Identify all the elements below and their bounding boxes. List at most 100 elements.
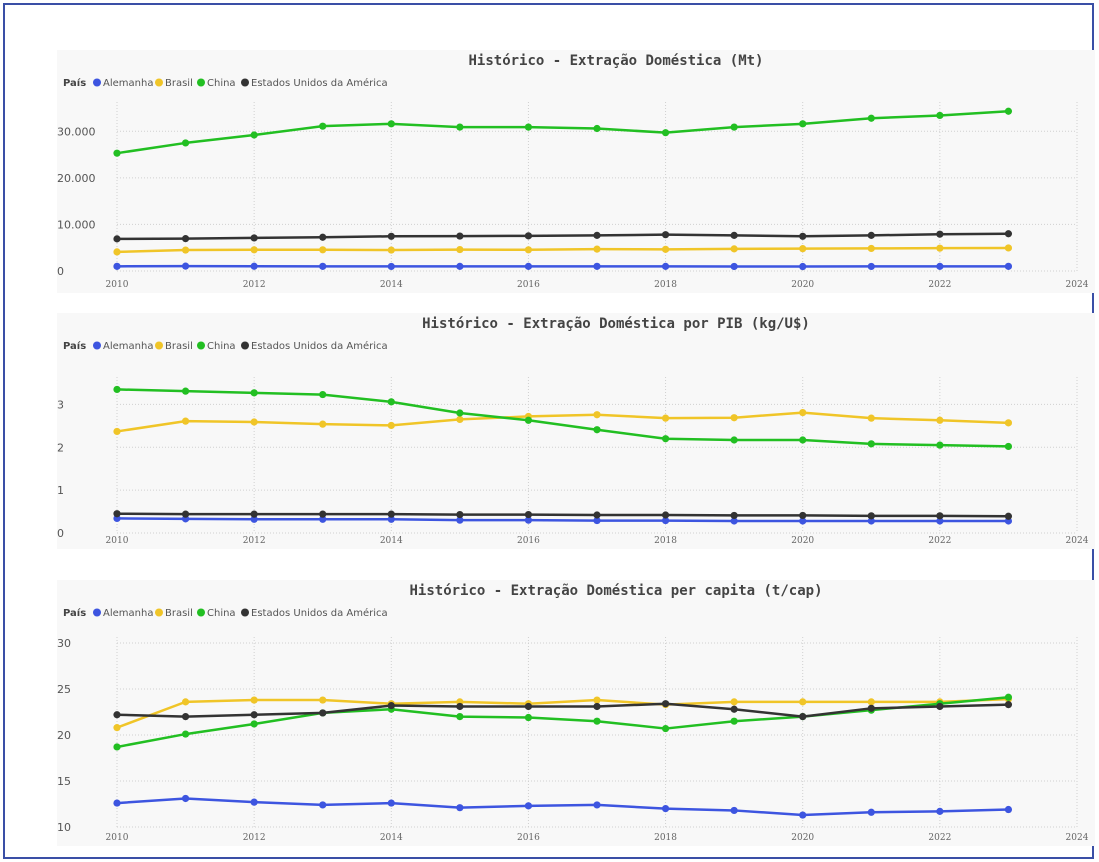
legend-item-china[interactable]: China (197, 608, 236, 619)
data-point[interactable] (524, 702, 533, 711)
data-point[interactable] (524, 123, 533, 131)
data-point[interactable] (387, 262, 395, 271)
data-point[interactable] (730, 698, 738, 706)
data-point[interactable] (936, 244, 944, 252)
data-point[interactable] (730, 245, 738, 253)
data-point[interactable] (1004, 244, 1013, 252)
data-point[interactable] (319, 420, 327, 428)
data-point[interactable] (250, 234, 258, 242)
data-point[interactable] (250, 389, 258, 397)
data-point[interactable] (867, 517, 875, 525)
legend-item-brasil[interactable]: Brasil (155, 78, 193, 89)
data-point[interactable] (936, 262, 944, 270)
data-point[interactable] (319, 709, 327, 717)
data-point[interactable] (867, 808, 875, 816)
data-point[interactable] (1004, 262, 1013, 270)
data-point[interactable] (867, 704, 875, 712)
data-point[interactable] (730, 517, 738, 525)
legend-item-estados-unidos-da-america[interactable]: Estados Unidos da América (241, 77, 388, 89)
data-point[interactable] (524, 246, 533, 254)
data-point[interactable] (593, 411, 601, 419)
data-point[interactable] (593, 262, 601, 270)
data-point[interactable] (799, 517, 807, 525)
data-point[interactable] (1004, 693, 1013, 701)
data-point[interactable] (113, 799, 121, 807)
legend-item-brasil[interactable]: Brasil (155, 608, 193, 619)
legend-item-alemanha[interactable]: Alemanha (93, 608, 153, 619)
legend-item-estados-unidos-da-america[interactable]: Estados Unidos da América (241, 607, 388, 619)
data-point[interactable] (181, 713, 190, 721)
data-point[interactable] (456, 713, 464, 721)
data-point[interactable] (593, 231, 601, 239)
data-point[interactable] (1004, 701, 1013, 709)
data-point[interactable] (319, 246, 327, 254)
data-point[interactable] (1004, 230, 1013, 238)
data-point[interactable] (936, 702, 944, 711)
data-point[interactable] (730, 262, 738, 271)
data-point[interactable] (867, 698, 875, 706)
legend-item-alemanha[interactable]: Alemanha (93, 78, 153, 89)
data-point[interactable] (593, 516, 601, 525)
data-point[interactable] (387, 799, 395, 807)
data-point[interactable] (661, 700, 670, 708)
data-point[interactable] (661, 262, 670, 270)
data-point[interactable] (867, 512, 875, 520)
data-point[interactable] (113, 427, 121, 436)
data-point[interactable] (456, 409, 464, 417)
data-point[interactable] (113, 510, 121, 518)
data-point[interactable] (593, 702, 601, 711)
data-point[interactable] (1004, 805, 1013, 814)
data-point[interactable] (387, 701, 395, 710)
data-point[interactable] (730, 717, 738, 725)
data-point[interactable] (593, 245, 601, 253)
data-point[interactable] (456, 516, 464, 524)
data-point[interactable] (319, 510, 327, 518)
data-point[interactable] (799, 262, 807, 271)
data-point[interactable] (250, 131, 258, 139)
data-point[interactable] (181, 387, 190, 395)
data-point[interactable] (1004, 419, 1013, 427)
data-point[interactable] (250, 696, 258, 704)
data-point[interactable] (181, 235, 190, 243)
legend-item-estados-unidos-da-america[interactable]: Estados Unidos da América (241, 340, 388, 352)
data-point[interactable] (319, 262, 327, 270)
data-point[interactable] (730, 705, 738, 713)
data-point[interactable] (799, 245, 807, 253)
data-point[interactable] (319, 801, 327, 809)
data-point[interactable] (456, 804, 464, 812)
data-point[interactable] (661, 231, 670, 239)
data-point[interactable] (524, 510, 533, 519)
data-point[interactable] (387, 246, 395, 254)
data-point[interactable] (319, 390, 327, 399)
data-point[interactable] (661, 516, 670, 525)
legend-item-china[interactable]: China (197, 78, 236, 89)
data-point[interactable] (524, 802, 533, 810)
data-point[interactable] (799, 232, 807, 240)
data-point[interactable] (524, 713, 533, 722)
data-point[interactable] (593, 511, 601, 519)
data-point[interactable] (113, 149, 121, 157)
data-point[interactable] (593, 801, 601, 809)
data-point[interactable] (936, 230, 944, 238)
legend-item-china[interactable]: China (197, 341, 236, 352)
data-point[interactable] (799, 811, 807, 819)
data-point[interactable] (867, 114, 875, 122)
data-point[interactable] (181, 139, 190, 147)
data-point[interactable] (181, 262, 190, 270)
data-point[interactable] (661, 511, 670, 519)
data-point[interactable] (799, 120, 807, 128)
data-point[interactable] (799, 713, 807, 721)
data-point[interactable] (593, 426, 601, 434)
data-point[interactable] (113, 724, 121, 732)
data-point[interactable] (661, 724, 670, 733)
data-point[interactable] (113, 711, 121, 719)
data-point[interactable] (387, 232, 395, 240)
data-point[interactable] (524, 232, 533, 240)
data-point[interactable] (730, 806, 738, 815)
data-point[interactable] (456, 702, 464, 711)
data-point[interactable] (456, 262, 464, 270)
data-point[interactable] (730, 231, 738, 239)
data-point[interactable] (319, 122, 327, 130)
data-point[interactable] (250, 510, 258, 518)
data-point[interactable] (936, 416, 944, 424)
